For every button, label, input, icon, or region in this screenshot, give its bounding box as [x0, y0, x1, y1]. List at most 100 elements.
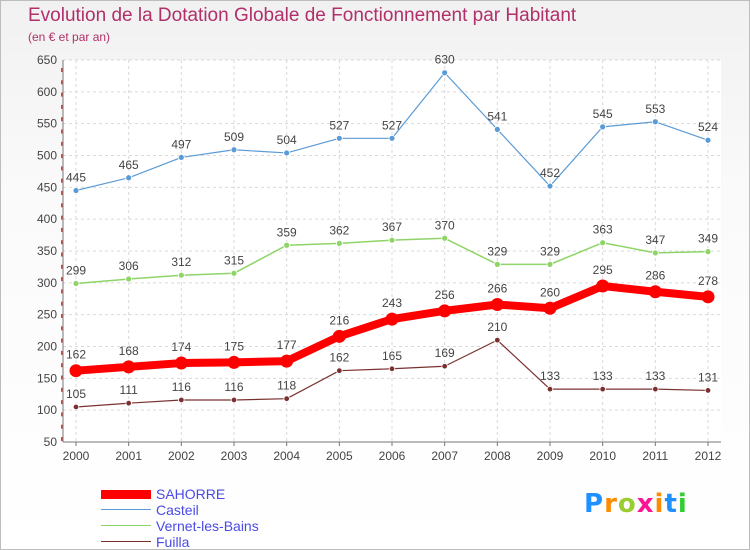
data-point-sahorre	[596, 279, 610, 293]
data-point-fuilla	[599, 385, 606, 393]
x-tick-label: 2010	[589, 449, 616, 463]
y-axis-dot	[61, 277, 63, 282]
data-point-casteil	[283, 149, 291, 157]
data-point-vernet-les-bains	[441, 234, 449, 242]
data-label-casteil: 497	[171, 137, 191, 151]
legend-label-sahorre: SAHORRE	[156, 486, 226, 502]
data-label-sahorre: 243	[382, 296, 402, 310]
data-point-sahorre	[490, 297, 504, 311]
x-tick-label: 2008	[484, 449, 511, 463]
x-tick-label: 2011	[642, 449, 668, 463]
y-tick-label: 150	[37, 371, 57, 385]
data-point-casteil	[441, 69, 449, 77]
y-tick-label: 500	[37, 149, 57, 163]
legend-swatch-sahorre	[101, 489, 151, 499]
data-point-fuilla	[230, 396, 238, 404]
data-point-fuilla	[178, 396, 185, 404]
x-tick-label: 2000	[63, 449, 90, 463]
data-label-casteil: 445	[66, 171, 86, 185]
data-label-fuilla: 210	[487, 320, 507, 334]
data-label-casteil: 545	[593, 107, 613, 121]
data-label-fuilla: 165	[382, 349, 402, 363]
data-label-fuilla: 105	[66, 387, 86, 401]
legend-swatch-vernet-les-bains	[101, 525, 151, 527]
y-axis-dot	[61, 68, 63, 72]
data-point-sahorre	[385, 312, 399, 326]
logo-letter: P	[584, 489, 605, 519]
logo-letter: t	[664, 489, 678, 519]
y-tick-label: 400	[37, 212, 57, 226]
x-tick-label: 2009	[537, 449, 564, 463]
data-point-casteil	[335, 134, 343, 142]
data-label-fuilla: 131	[698, 370, 718, 384]
data-point-casteil	[177, 154, 185, 161]
y-axis-dot	[61, 80, 63, 85]
y-axis-dot	[61, 350, 63, 355]
data-point-sahorre	[280, 354, 294, 368]
data-label-sahorre: 174	[171, 340, 191, 354]
series-sahorre: 162 168 174 175 177 216 243 256 266 260 295 286 278	[66, 263, 718, 378]
y-axis-dot	[61, 252, 63, 257]
data-point-casteil	[72, 187, 80, 194]
y-tick-label: 600	[37, 85, 57, 99]
data-point-vernet-les-bains	[704, 248, 712, 256]
x-tick-label: 2002	[168, 449, 195, 463]
legend-label-fuilla: Fuilla	[156, 534, 190, 550]
logo-letter: i	[677, 489, 688, 519]
data-point-vernet-les-bains	[283, 241, 291, 249]
y-axis-dot	[61, 154, 63, 159]
data-point-casteil	[125, 174, 133, 182]
data-label-casteil: 504	[277, 133, 297, 147]
y-axis-dot	[61, 424, 63, 429]
y-tick-label: 50	[44, 435, 58, 449]
data-label-sahorre: 175	[224, 339, 244, 353]
data-point-vernet-les-bains	[177, 271, 185, 279]
data-point-vernet-les-bains	[230, 269, 238, 277]
data-point-vernet-les-bains	[125, 275, 133, 283]
x-tick-label: 2006	[379, 449, 406, 463]
x-tick-label: 2012	[695, 449, 722, 463]
data-label-sahorre: 256	[435, 288, 455, 302]
data-label-casteil: 465	[119, 158, 139, 172]
data-point-sahorre	[332, 329, 346, 343]
data-point-fuilla	[441, 363, 448, 370]
data-point-vernet-les-bains	[72, 280, 80, 287]
y-axis-dot	[61, 178, 63, 183]
series-fuilla: 105 111 116 116 118 162 165 169 210 133 133 133 131	[66, 320, 718, 411]
data-label-fuilla: 169	[435, 346, 455, 360]
data-point-fuilla	[546, 385, 554, 393]
data-point-sahorre	[438, 304, 452, 318]
data-point-sahorre	[648, 285, 662, 299]
data-label-sahorre: 266	[487, 281, 507, 295]
y-axis-dot	[61, 264, 63, 269]
data-point-sahorre	[227, 355, 241, 369]
y-axis-dot	[61, 412, 63, 417]
data-point-vernet-les-bains	[651, 249, 659, 257]
y-axis-dot	[61, 289, 63, 294]
data-point-casteil	[493, 125, 501, 133]
legend-label-vernet-les-bains: Vernet-les-Bains	[156, 518, 259, 534]
chart-title: Evolution de la Dotation Globale de Fonc…	[28, 5, 577, 26]
y-tick-label: 200	[37, 340, 57, 354]
y-axis-dot	[61, 191, 63, 195]
y-tick-label: 250	[37, 308, 57, 322]
data-label-sahorre: 278	[698, 274, 718, 288]
data-label-sahorre: 295	[593, 263, 613, 277]
data-point-casteil	[599, 123, 607, 131]
data-point-vernet-les-bains	[546, 260, 554, 268]
data-label-sahorre: 162	[66, 348, 86, 362]
logo-letter: r	[604, 489, 618, 519]
data-point-sahorre	[701, 290, 715, 304]
data-label-casteil: 452	[540, 166, 560, 180]
y-axis-dot	[61, 129, 63, 134]
data-label-fuilla: 133	[593, 369, 613, 383]
data-point-casteil	[546, 182, 554, 190]
y-axis-dot	[61, 400, 63, 405]
data-point-vernet-les-bains	[335, 239, 343, 247]
logo-letter: o	[617, 489, 637, 519]
data-label-sahorre: 168	[119, 344, 139, 358]
y-axis-dot	[61, 227, 63, 232]
data-label-fuilla: 162	[329, 351, 349, 365]
